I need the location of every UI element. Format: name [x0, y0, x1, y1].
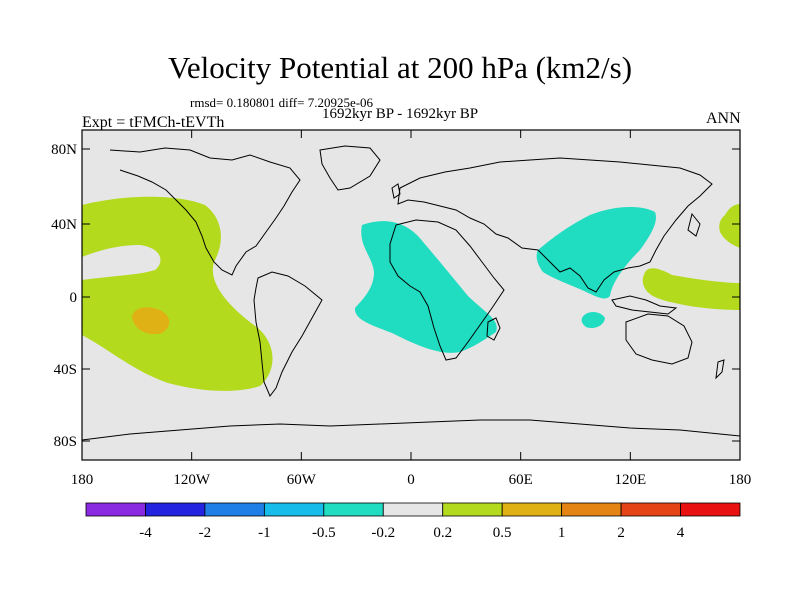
colorbar-label: -2 [199, 525, 212, 541]
indian-ocean-negative-spot-region [581, 312, 605, 328]
colorbar-swatch [382, 502, 444, 517]
lat-tick-label: 0 [70, 290, 78, 306]
japan-coast [687, 212, 701, 237]
lat-tick-label: 80S [54, 434, 77, 450]
colorbar-swatch [145, 502, 206, 517]
colorbar-label: 2 [617, 525, 625, 541]
colorbar-swatch [680, 502, 741, 517]
colorbar-swatch [323, 502, 384, 517]
colorbar-swatch [204, 502, 265, 517]
colorbar: -4 -2 -1 -0.5 -0.2 0.2 0.5 1 2 4 [85, 502, 741, 541]
lat-tick-label: 80N [51, 142, 77, 158]
lat-tick-label: 40N [51, 217, 77, 233]
eurasia-coast [397, 157, 713, 293]
madagascar-coast [486, 317, 501, 341]
antarctica-coast [82, 419, 740, 441]
colorbar-swatch [442, 502, 503, 517]
greenland-coast [319, 145, 381, 191]
far-east-positive-region [719, 204, 740, 248]
plot-title: Velocity Potential at 200 hPa (km2/s) [167, 50, 633, 85]
colorbar-label: -4 [139, 525, 152, 541]
stats-label: rmsd= 0.180801 diff= 7.20925e-06 [190, 95, 374, 110]
latitude-axis: 80N 40N 0 40S 80S [51, 142, 740, 450]
pacific-positive-region [82, 196, 273, 391]
colorbar-swatch [263, 502, 325, 517]
period-label: 1692kyr BP - 1692kyr BP [322, 106, 479, 122]
colorbar-label: 4 [677, 525, 685, 541]
asia-negative-region [536, 206, 656, 299]
north-america-coast [109, 147, 301, 276]
west-pacific-positive-region [642, 268, 740, 310]
colorbar-label: 0.2 [433, 525, 452, 541]
coastlines [82, 145, 740, 441]
colorbar-swatch [85, 502, 146, 517]
colorbar-label: -0.2 [371, 525, 395, 541]
new-zealand-coast [715, 359, 725, 380]
colorbar-label: 0.5 [493, 525, 512, 541]
british-isles-coast [391, 183, 401, 199]
lon-tick-label: 60W [287, 472, 317, 488]
australia-coast [625, 313, 693, 365]
south-america-coast [253, 271, 323, 397]
pacific-positive-local-max-region [132, 307, 170, 335]
colorbar-swatch [561, 502, 622, 517]
colorbar-label: 1 [558, 525, 566, 541]
africa-coast [389, 219, 505, 361]
colorbar-label: -0.5 [312, 525, 336, 541]
colorbar-label: -1 [258, 525, 271, 541]
lat-tick-label: 40S [54, 362, 77, 378]
longitude-axis: 180 120W 60W 0 60E 120E 180 [71, 130, 752, 488]
season-label: ANN [706, 110, 741, 127]
lon-tick-label: 0 [407, 472, 415, 488]
lon-tick-label: 120W [173, 472, 211, 488]
lon-tick-label: 180 [729, 472, 752, 488]
indonesia-coast [611, 295, 678, 315]
experiment-label: Expt = tFMCh-tEVTh [82, 114, 225, 131]
colorbar-swatch [620, 502, 681, 517]
lon-tick-label: 60E [509, 472, 533, 488]
lon-tick-label: 120E [614, 472, 646, 488]
lon-tick-label: 180 [71, 472, 94, 488]
colorbar-swatch [501, 502, 563, 517]
